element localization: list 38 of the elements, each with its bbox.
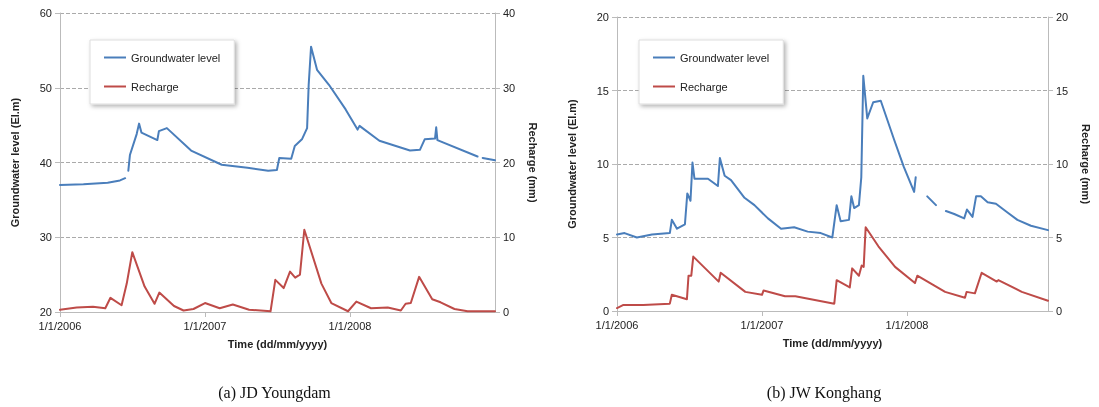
x-tick-label: 1/1/2007 — [740, 318, 784, 331]
y2-tick-label: 5 — [1056, 231, 1063, 244]
y2-tick-label: 0 — [1056, 305, 1063, 317]
text: (b) JW Konghang — [766, 383, 882, 402]
x-tick-label: 1/1/2008 — [328, 319, 372, 332]
legend-label: Groundwater level — [680, 51, 770, 64]
x-tick-label: 1/1/2006 — [595, 318, 639, 331]
legend-label: Recharge — [680, 80, 728, 93]
y2-tick-label: 20 — [1056, 11, 1069, 23]
y-tick-label: 60 — [39, 7, 52, 19]
legend-label: Groundwater level — [131, 51, 221, 64]
y-tick-label: 0 — [602, 305, 609, 317]
text: (a) JD Youngdam — [218, 383, 332, 402]
y2-tick-label: 20 — [503, 156, 516, 169]
x-axis-title: Time (dd/mm/yyyy) — [782, 336, 883, 349]
y2-tick-label: 15 — [1056, 84, 1069, 97]
y-tick-label: 20 — [596, 11, 609, 23]
y2-tick-label: 0 — [503, 306, 510, 318]
y-axis-title: Groundwater level (El.m) — [8, 97, 21, 228]
y2-tick-label: 30 — [503, 81, 516, 94]
y-tick-label: 15 — [596, 84, 609, 97]
y2-tick-label: 10 — [503, 231, 516, 244]
y-tick-label: 5 — [602, 231, 609, 244]
x-axis-title: Time (dd/mm/yyyy) — [227, 337, 328, 350]
y-tick-label: 30 — [39, 231, 52, 244]
y-tick-label: 50 — [39, 81, 52, 94]
y-axis-title: Groundwater level (El.m) — [565, 98, 578, 229]
x-tick-label: 1/1/2008 — [885, 318, 929, 331]
y2-axis-title: Recharge (mm) — [1079, 123, 1092, 205]
y2-axis-title: Recharge (mm) — [526, 122, 539, 203]
legend-label: Recharge — [131, 80, 179, 93]
y-tick-label: 40 — [39, 156, 52, 169]
y2-tick-label: 40 — [503, 7, 516, 19]
x-tick-label: 1/1/2006 — [38, 319, 82, 332]
y2-tick-label: 10 — [1056, 158, 1069, 170]
x-tick-label: 1/1/2007 — [183, 319, 227, 332]
y-tick-label: 20 — [39, 306, 52, 318]
y-tick-label: 10 — [596, 158, 609, 170]
